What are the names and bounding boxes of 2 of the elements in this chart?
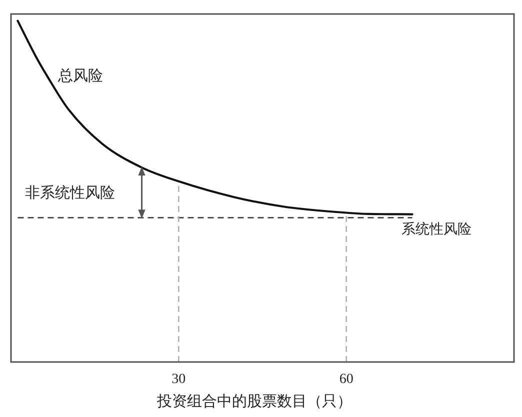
annotation: 非系统性风险 bbox=[24, 186, 115, 202]
x-axis-title: 投资组合中的股票数目（只） bbox=[157, 394, 352, 410]
